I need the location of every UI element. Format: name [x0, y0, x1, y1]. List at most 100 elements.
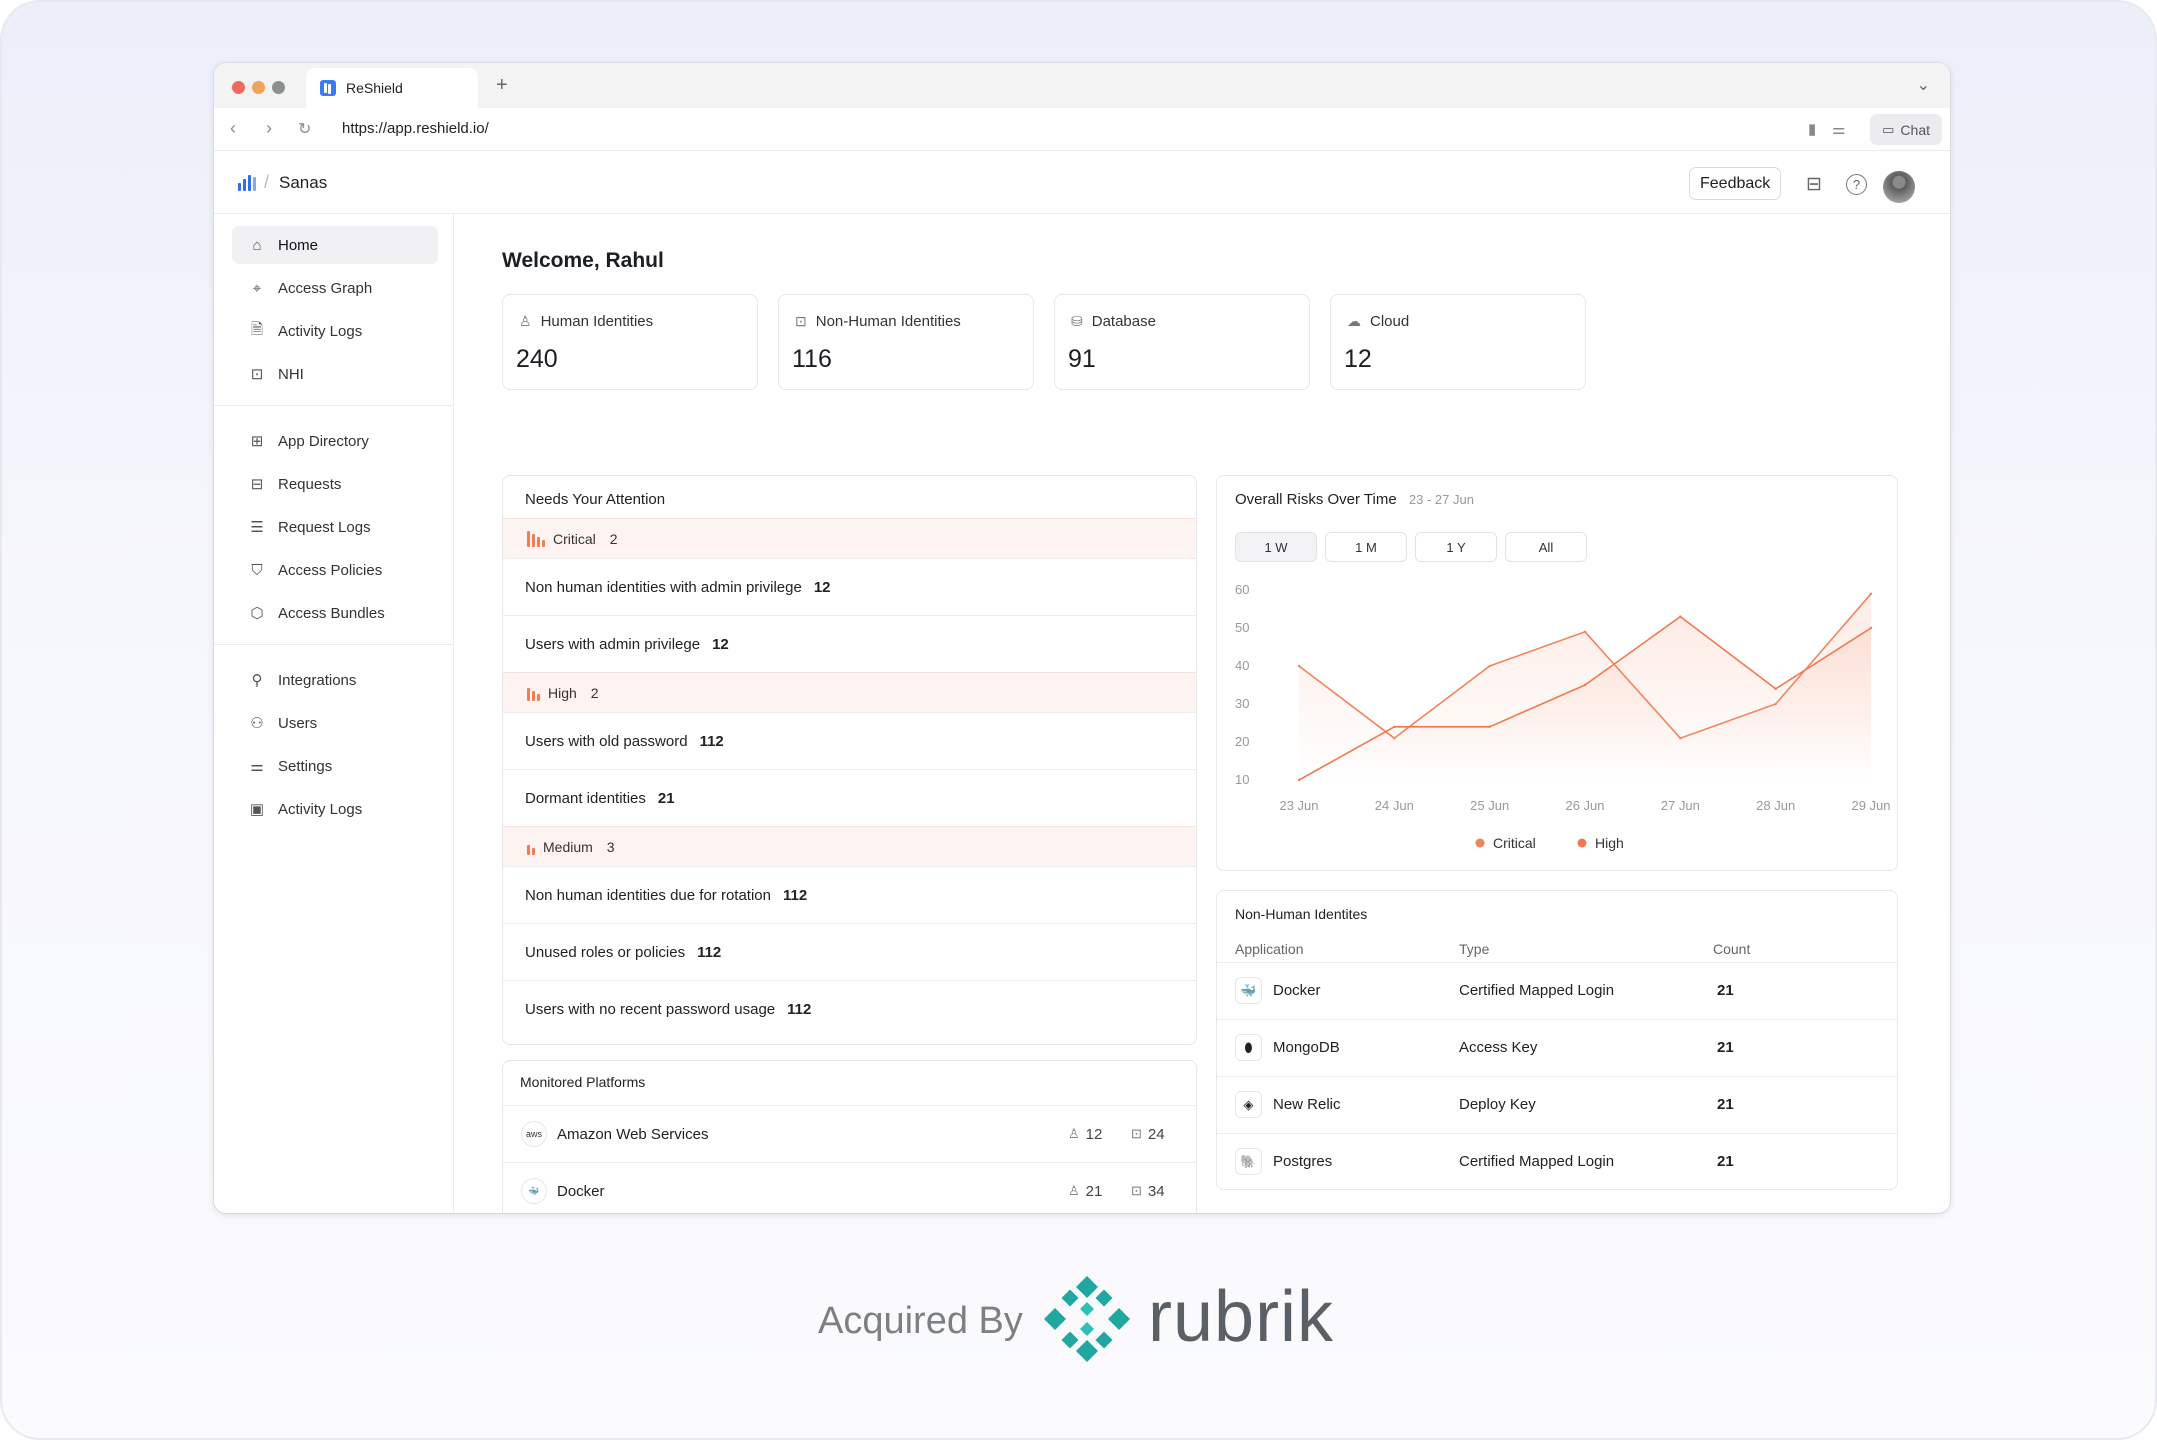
docker-icon: 🐳: [1235, 977, 1262, 1004]
grid-icon: ⊞: [250, 433, 264, 450]
attention-item[interactable]: Non human identities with admin privileg…: [503, 558, 1196, 615]
postgres-icon: 🐘: [1235, 1148, 1262, 1175]
org-name[interactable]: Sanas: [279, 173, 328, 192]
human-count-value: 21: [1085, 1182, 1103, 1200]
severity-count: 2: [590, 684, 599, 701]
data-point-high: [1393, 725, 1396, 728]
cell-type: Certified Mapped Login: [1459, 982, 1615, 999]
stat-card-human-identities[interactable]: ♙ Human Identities 240: [502, 294, 758, 390]
mongodb-icon: ⬮: [1235, 1034, 1262, 1061]
sidebar-item-app-directory[interactable]: ⊞ App Directory: [232, 422, 438, 460]
cell-count: 21: [1717, 1096, 1734, 1113]
attention-item[interactable]: Users with admin privilege 12: [503, 615, 1196, 672]
attention-item-label: Non human identities due for rotation: [525, 886, 771, 904]
bot-count-value: 34: [1147, 1182, 1165, 1200]
newrelic-icon: ◈: [1235, 1091, 1262, 1118]
tune-icon[interactable]: ⚌: [1832, 121, 1846, 138]
reshield-logo-icon[interactable]: [238, 175, 256, 191]
platforms-card: Monitored Platforms aws Amazon Web Servic…: [502, 1060, 1197, 1213]
avatar[interactable]: [1883, 171, 1915, 203]
stat-value: 91: [1068, 345, 1096, 373]
help-icon[interactable]: ?: [1846, 174, 1867, 195]
x-tick-label: 27 Jun: [1661, 798, 1700, 813]
user-icon: ♙: [519, 313, 532, 329]
attention-card: Needs Your Attention Critical 2 Non human …: [502, 475, 1197, 1045]
data-point-critical: [1869, 592, 1873, 595]
app-header: / Sanas Feedback ⊟ ?: [214, 152, 1950, 214]
sidebar-item-activity-logs[interactable]: 🗎 Activity Logs: [232, 312, 438, 350]
x-tick-label: 24 Jun: [1375, 798, 1414, 813]
platform-row[interactable]: 🐳 Docker ♙ 21 ⊡ 34: [503, 1162, 1196, 1213]
sidebar-item-requests[interactable]: ⊟ Requests: [232, 465, 438, 503]
bot-icon: ⊡: [1131, 1126, 1142, 1141]
human-count-value: 12: [1085, 1125, 1103, 1143]
sidebar-item-access-policies[interactable]: ⛉ Access Policies: [232, 551, 438, 589]
sidebar-item-settings[interactable]: ⚌ Settings: [232, 747, 438, 785]
severity-bars-icon: [527, 685, 540, 701]
sidebar-item-request-logs[interactable]: ☰ Request Logs: [232, 508, 438, 546]
sidebar-item-access-graph[interactable]: ⌖ Access Graph: [232, 269, 438, 307]
sidebar-item-integrations[interactable]: ⚲ Integrations: [232, 661, 438, 699]
y-tick-label: 60: [1235, 582, 1249, 597]
x-tick-label: 28 Jun: [1756, 798, 1795, 813]
sidebar-item-access-bundles[interactable]: ⬡ Access Bundles: [232, 594, 438, 632]
inbox-icon: ⊟: [250, 476, 264, 493]
risk-chart-heading: Overall Risks Over Time: [1235, 491, 1397, 508]
sidebar-item-label: Access Graph: [278, 279, 373, 297]
severity-bars-icon: [527, 530, 545, 547]
zoom-window-dot[interactable]: [272, 81, 285, 94]
attention-item[interactable]: Dormant identities 21: [503, 769, 1196, 826]
new-tab-icon[interactable]: +: [496, 74, 508, 96]
attention-item[interactable]: Users with old password 112: [503, 712, 1196, 769]
chevron-down-icon[interactable]: ⌄: [1916, 77, 1930, 94]
sidebar-item-nhi[interactable]: ⊡ NHI: [232, 355, 438, 393]
y-tick-label: 50: [1235, 620, 1249, 635]
sidebar-item-users[interactable]: ⚇ Users: [232, 704, 438, 742]
sidebar-item-label: Requests: [278, 475, 342, 493]
severity-bars-icon: [527, 839, 535, 855]
stat-label-text: Human Identities: [540, 313, 654, 330]
sidebar-item-home[interactable]: ⌂ Home: [232, 226, 438, 264]
forward-icon[interactable]: ›: [266, 118, 272, 138]
range-button-1w[interactable]: 1 W: [1235, 532, 1317, 562]
cell-count: 21: [1717, 1153, 1734, 1170]
attention-item[interactable]: Non human identities due for rotation 112: [503, 866, 1196, 923]
stat-card-non-human-identities[interactable]: ⊡ Non-Human Identities 116: [778, 294, 1034, 390]
plug-icon: ⚲: [251, 672, 263, 689]
feedback-button[interactable]: Feedback: [1689, 167, 1782, 200]
table-row[interactable]: ◈ New Relic Deploy Key 21: [1217, 1076, 1897, 1133]
platform-row[interactable]: aws Amazon Web Services ♙ 12 ⊡ 24: [503, 1105, 1196, 1162]
range-button-1y[interactable]: 1 Y: [1415, 532, 1497, 562]
sidebar-item-label: Users: [278, 714, 318, 732]
acquired-by-text: Acquired By: [818, 1300, 1023, 1342]
url-field[interactable]: https://app.reshield.io/: [342, 120, 489, 137]
table-row[interactable]: 🐘 Postgres Certified Mapped Login 21: [1217, 1133, 1897, 1189]
address-bar: ‹ › ↻ https://app.reshield.io/ ▮ ⚌ ▭ Cha…: [214, 108, 1950, 151]
range-button-1m[interactable]: 1 M: [1325, 532, 1407, 562]
stat-card-database[interactable]: ⛁ Database 91: [1054, 294, 1310, 390]
platform-bot-count: ⊡ 34: [1131, 1183, 1165, 1200]
cell-application: Postgres: [1273, 1153, 1333, 1170]
attention-item-label: Dormant identities: [525, 789, 646, 807]
attention-item-count: 12: [712, 635, 729, 653]
stat-card-cloud[interactable]: ☁ Cloud 12: [1330, 294, 1586, 390]
table-row[interactable]: ⬮ MongoDB Access Key 21: [1217, 1019, 1897, 1076]
close-window-dot[interactable]: [232, 81, 245, 94]
attention-item[interactable]: Unused roles or policies 112: [503, 923, 1196, 980]
attention-item[interactable]: Users with no recent password usage 112: [503, 980, 1196, 1037]
minimize-window-dot[interactable]: [252, 81, 265, 94]
table-row[interactable]: 🐳 Docker Certified Mapped Login 21: [1217, 962, 1897, 1019]
users-icon: ⚇: [250, 715, 264, 732]
severity-label: Medium: [543, 838, 593, 855]
inbox-icon[interactable]: ⊟: [1806, 174, 1822, 195]
data-point-critical: [1488, 664, 1491, 668]
chat-button[interactable]: ▭ Chat: [1870, 114, 1942, 145]
bookmark-icon[interactable]: ▮: [1808, 121, 1817, 138]
severity-label: Critical: [553, 530, 596, 547]
back-icon[interactable]: ‹: [230, 118, 236, 138]
reload-icon[interactable]: ↻: [298, 121, 312, 138]
range-button-all[interactable]: All: [1505, 532, 1587, 562]
sidebar-item-activity-logs[interactable]: ▣ Activity Logs: [232, 790, 438, 828]
stat-label: ⊡ Non-Human Identities: [795, 313, 961, 330]
browser-tab[interactable]: ReShield: [306, 68, 478, 108]
